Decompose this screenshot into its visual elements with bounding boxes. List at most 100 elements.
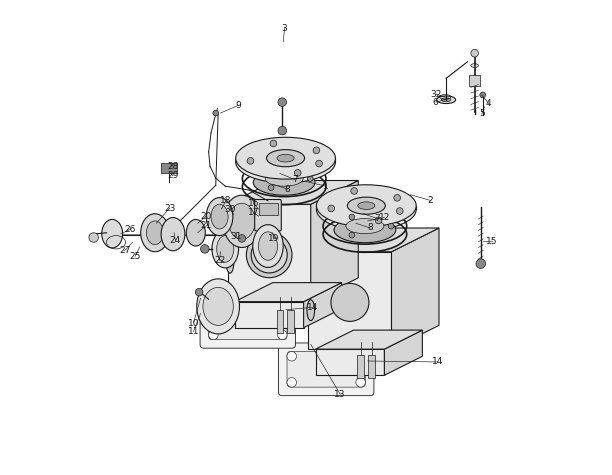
Ellipse shape	[316, 185, 416, 227]
Text: 21: 21	[201, 221, 212, 230]
Text: 22: 22	[214, 256, 225, 265]
Text: 30: 30	[224, 205, 236, 213]
Circle shape	[278, 126, 286, 135]
Circle shape	[89, 233, 99, 242]
Ellipse shape	[277, 154, 294, 162]
Text: 19: 19	[268, 235, 280, 243]
Text: 9: 9	[235, 101, 241, 110]
Circle shape	[375, 217, 382, 224]
FancyBboxPatch shape	[161, 163, 177, 173]
Text: 1: 1	[323, 182, 329, 190]
Circle shape	[294, 170, 301, 176]
Text: 17: 17	[248, 209, 259, 217]
Ellipse shape	[358, 202, 375, 209]
Ellipse shape	[228, 203, 255, 239]
FancyBboxPatch shape	[209, 304, 287, 340]
Ellipse shape	[265, 171, 303, 186]
Text: 23: 23	[164, 204, 176, 212]
Circle shape	[251, 237, 287, 273]
Polygon shape	[235, 302, 304, 328]
Ellipse shape	[203, 287, 233, 325]
Circle shape	[356, 378, 365, 387]
Text: 18: 18	[220, 196, 232, 205]
Circle shape	[268, 167, 274, 172]
Polygon shape	[311, 180, 358, 302]
Text: 32: 32	[430, 90, 441, 98]
Ellipse shape	[236, 141, 335, 183]
Ellipse shape	[102, 219, 122, 248]
Circle shape	[356, 352, 365, 361]
Text: 25: 25	[129, 252, 141, 261]
Ellipse shape	[186, 219, 205, 246]
Ellipse shape	[196, 279, 239, 334]
Ellipse shape	[253, 170, 315, 195]
Ellipse shape	[348, 197, 386, 214]
Text: 14: 14	[307, 303, 318, 312]
Text: 27: 27	[119, 247, 130, 255]
Circle shape	[394, 195, 400, 201]
Polygon shape	[304, 283, 341, 328]
Circle shape	[316, 160, 323, 167]
Ellipse shape	[146, 221, 163, 245]
Text: 31: 31	[230, 232, 242, 241]
Text: 24: 24	[170, 236, 181, 245]
Text: 15: 15	[487, 237, 498, 246]
Ellipse shape	[471, 64, 479, 67]
Ellipse shape	[206, 198, 233, 236]
FancyBboxPatch shape	[258, 203, 277, 215]
Text: 5: 5	[479, 110, 485, 118]
Ellipse shape	[307, 300, 315, 321]
Circle shape	[388, 223, 394, 229]
Ellipse shape	[334, 217, 396, 243]
Circle shape	[476, 259, 485, 268]
FancyBboxPatch shape	[368, 355, 375, 378]
Circle shape	[328, 205, 335, 212]
Circle shape	[195, 288, 203, 296]
Circle shape	[331, 284, 369, 322]
Polygon shape	[384, 330, 422, 375]
Circle shape	[278, 98, 286, 106]
Polygon shape	[316, 349, 384, 375]
Circle shape	[349, 232, 355, 238]
Text: 13: 13	[334, 390, 346, 399]
FancyBboxPatch shape	[278, 343, 374, 396]
Ellipse shape	[212, 230, 239, 268]
Polygon shape	[469, 75, 480, 86]
Ellipse shape	[226, 252, 234, 273]
Ellipse shape	[223, 195, 261, 247]
Text: 7: 7	[292, 175, 297, 184]
FancyBboxPatch shape	[288, 310, 294, 332]
Polygon shape	[392, 228, 439, 349]
Text: 8: 8	[367, 224, 373, 232]
Circle shape	[238, 235, 245, 242]
Circle shape	[277, 330, 287, 340]
Ellipse shape	[436, 96, 455, 104]
Text: 2: 2	[428, 196, 433, 205]
Ellipse shape	[258, 232, 277, 260]
Text: 28: 28	[167, 162, 179, 171]
Text: 26: 26	[125, 225, 136, 234]
Text: 10: 10	[188, 319, 199, 327]
Ellipse shape	[161, 218, 185, 251]
FancyBboxPatch shape	[277, 310, 283, 332]
Ellipse shape	[441, 98, 451, 102]
Ellipse shape	[316, 189, 416, 230]
Ellipse shape	[211, 204, 228, 229]
Circle shape	[397, 208, 403, 214]
Circle shape	[471, 49, 479, 57]
Text: 3: 3	[282, 24, 288, 33]
Circle shape	[287, 352, 296, 361]
Polygon shape	[235, 283, 341, 302]
Circle shape	[351, 188, 357, 194]
Circle shape	[349, 214, 355, 220]
Circle shape	[268, 185, 274, 190]
Text: 4: 4	[486, 99, 491, 108]
Polygon shape	[308, 252, 392, 349]
Ellipse shape	[217, 236, 234, 262]
Circle shape	[480, 92, 485, 98]
Text: 7: 7	[375, 214, 380, 223]
Circle shape	[201, 245, 209, 253]
Polygon shape	[308, 228, 439, 252]
Ellipse shape	[346, 218, 384, 234]
Polygon shape	[316, 330, 422, 349]
